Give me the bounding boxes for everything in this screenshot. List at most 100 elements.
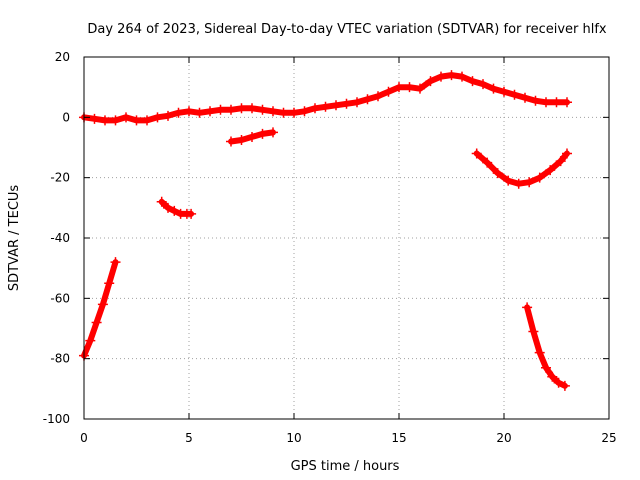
data-point (156, 196, 167, 207)
data-point (104, 278, 115, 289)
data-point (513, 178, 524, 189)
data-point (91, 317, 102, 328)
y-tick-label: -80 (50, 352, 70, 366)
data-point (257, 128, 268, 139)
data-point (551, 97, 562, 108)
data-point (404, 82, 415, 93)
data-point (530, 95, 541, 106)
data-point (482, 157, 493, 168)
data-point (522, 302, 533, 313)
x-tick-label: 10 (286, 431, 301, 445)
data-point (186, 208, 197, 219)
chart-title: Day 264 of 2023, Sidereal Day-to-day VTE… (87, 22, 607, 37)
data-point (226, 136, 236, 147)
data-point (226, 104, 236, 115)
data-point (520, 92, 530, 103)
data-point (121, 112, 131, 123)
series-4 (471, 148, 572, 189)
data-point (110, 257, 121, 268)
data-point (559, 380, 570, 391)
y-tick-label: 20 (55, 50, 70, 64)
data-point (142, 115, 152, 126)
data-point (278, 107, 289, 118)
data-point (373, 91, 383, 102)
data-point (488, 83, 499, 94)
y-tick-label: 0 (62, 110, 70, 124)
data-point (545, 165, 556, 176)
y-tick-label: -60 (50, 291, 70, 305)
data-point (268, 127, 278, 138)
data-point (499, 86, 509, 97)
data-point (547, 371, 558, 382)
series-2 (156, 196, 197, 219)
data-point (205, 106, 215, 117)
x-tick-label: 5 (185, 431, 193, 445)
x-axis-title: GPS time / hours (291, 459, 400, 474)
data-point (163, 202, 173, 213)
data-point (152, 112, 163, 123)
x-tick-label: 0 (80, 431, 88, 445)
data-point (383, 86, 394, 97)
y-tick-label: -100 (43, 412, 70, 426)
series-5 (522, 302, 570, 391)
data-point (169, 205, 180, 216)
x-tick-label: 15 (391, 431, 406, 445)
data-point (394, 82, 404, 93)
data-point (425, 76, 436, 87)
series-trace (81, 259, 119, 359)
tick-layer: 0 5 10 15 20 25 -100 -80 -60 -40 -20 0 20 (43, 50, 617, 445)
data-point (215, 104, 226, 115)
data-point (553, 377, 564, 388)
data-point (509, 89, 520, 100)
y-axis-title: SDTVAR / TECUs (7, 185, 22, 292)
data-point (503, 175, 514, 186)
data-point (89, 113, 100, 124)
data-point (541, 362, 551, 373)
data-point (341, 98, 352, 109)
data-point (534, 172, 545, 183)
data-point (173, 107, 184, 118)
data-point (541, 97, 551, 108)
data-point (257, 104, 268, 115)
data-point (299, 106, 310, 117)
data-point (194, 107, 205, 118)
data-point (352, 97, 362, 108)
series-trace (473, 150, 570, 187)
data-point (163, 110, 173, 121)
series-0 (79, 70, 572, 126)
data-point (100, 115, 110, 126)
data-layer (79, 70, 572, 391)
data-point (110, 115, 121, 126)
series-trace (81, 72, 570, 124)
data-point (331, 100, 341, 111)
data-point (236, 103, 247, 114)
data-point (289, 107, 299, 118)
data-point (534, 347, 545, 358)
data-point (85, 335, 96, 346)
data-point (457, 71, 467, 82)
data-point (446, 70, 457, 81)
data-point (467, 76, 478, 87)
data-point (562, 97, 572, 108)
data-point (247, 131, 257, 142)
series-3 (226, 127, 278, 147)
data-point (415, 83, 425, 94)
data-point (562, 148, 572, 159)
data-point (131, 115, 142, 126)
data-point (310, 103, 320, 114)
data-point (528, 326, 539, 337)
data-point (268, 106, 278, 117)
series-1 (79, 257, 121, 361)
data-point (471, 148, 482, 159)
data-point (436, 71, 446, 82)
y-tick-label: -40 (50, 231, 70, 245)
series-trace (524, 304, 568, 389)
data-point (362, 94, 373, 105)
grid-layer (84, 57, 609, 419)
y-tick-label: -20 (50, 171, 70, 185)
plot-frame (83, 56, 610, 420)
data-point (492, 168, 503, 179)
data-point (236, 134, 247, 145)
